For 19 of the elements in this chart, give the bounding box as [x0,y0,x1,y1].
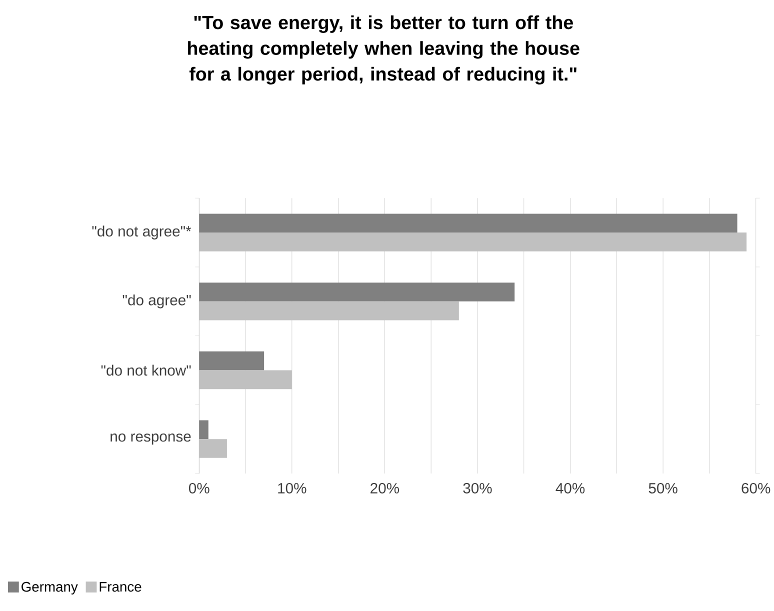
bar [199,438,227,458]
x-tick-label: 0% [188,482,210,494]
bar [199,351,264,370]
legend-label: France [100,582,142,592]
bar [199,214,738,232]
x-tick-label: 10% [278,482,306,494]
x-tick-label: 60% [742,482,770,494]
bar [199,420,208,439]
y-tick-label: "do not agree"* [92,226,192,240]
chart-title: "To save energy, it is better to turn off the heating completely when leaving the house for a longer period, instead of reducing it." [188,15,580,84]
y-tick-label: "do agree" [122,294,191,308]
legend-label: Germany [22,582,78,594]
x-tick-label: 50% [648,482,678,494]
x-tick-label: 20% [370,482,400,494]
x-tick-label: 40% [556,482,585,494]
y-tick-label: no response [110,433,191,445]
y-tick-label: "do not know" [101,364,191,376]
x-tick-label: 30% [463,482,492,494]
bar [199,282,515,302]
